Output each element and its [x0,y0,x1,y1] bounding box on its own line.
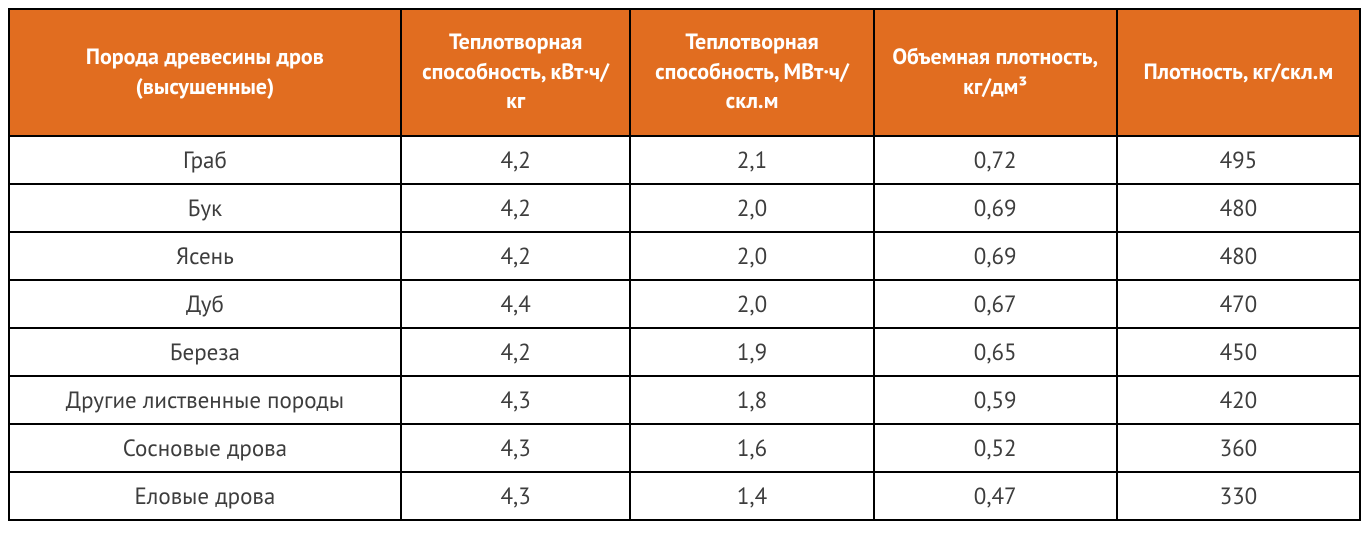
cell-calorific-kwh: 4,2 [401,184,631,232]
cell-wood-type: Дуб [9,280,401,328]
cell-calorific-kwh: 4,3 [401,424,631,472]
cell-volume-density: 0,59 [874,376,1117,424]
cell-calorific-kwh: 4,2 [401,136,631,184]
table-row: Дуб 4,4 2,0 0,67 470 [9,280,1360,328]
cell-wood-type: Другие лиственные породы [9,376,401,424]
cell-calorific-mwh: 2,0 [630,232,873,280]
cell-calorific-mwh: 1,8 [630,376,873,424]
col-header-calorific-kwh: Теплотворная способность, кВт·ч/кг [401,9,631,136]
cell-calorific-mwh: 1,9 [630,328,873,376]
cell-density: 420 [1117,376,1360,424]
table-row: Ясень 4,2 2,0 0,69 480 [9,232,1360,280]
cell-volume-density: 0,69 [874,184,1117,232]
wood-properties-table: Порода древесины дров (высушенные) Тепло… [8,8,1361,521]
cell-density: 330 [1117,472,1360,520]
cell-calorific-mwh: 2,0 [630,184,873,232]
cell-calorific-mwh: 1,4 [630,472,873,520]
cell-density: 480 [1117,232,1360,280]
table-row: Граб 4,2 2,1 0,72 495 [9,136,1360,184]
table-header: Порода древесины дров (высушенные) Тепло… [9,9,1360,136]
table-body: Граб 4,2 2,1 0,72 495 Бук 4,2 2,0 0,69 4… [9,136,1360,520]
cell-density: 360 [1117,424,1360,472]
cell-volume-density: 0,65 [874,328,1117,376]
cell-calorific-kwh: 4,3 [401,376,631,424]
col-header-density: Плотность, кг/скл.м [1117,9,1360,136]
cell-wood-type: Сосновые дрова [9,424,401,472]
cell-calorific-mwh: 1,6 [630,424,873,472]
header-row: Порода древесины дров (высушенные) Тепло… [9,9,1360,136]
cell-wood-type: Бук [9,184,401,232]
col-header-calorific-mwh: Теплотворная способность, МВт·ч/скл.м [630,9,873,136]
cell-calorific-kwh: 4,2 [401,232,631,280]
table-row: Сосновые дрова 4,3 1,6 0,52 360 [9,424,1360,472]
table-row: Другие лиственные породы 4,3 1,8 0,59 42… [9,376,1360,424]
cell-volume-density: 0,72 [874,136,1117,184]
cell-calorific-kwh: 4,3 [401,472,631,520]
cell-volume-density: 0,69 [874,232,1117,280]
table-row: Бук 4,2 2,0 0,69 480 [9,184,1360,232]
cell-calorific-kwh: 4,4 [401,280,631,328]
cell-calorific-mwh: 2,0 [630,280,873,328]
cell-volume-density: 0,52 [874,424,1117,472]
cell-calorific-kwh: 4,2 [401,328,631,376]
cell-wood-type: Граб [9,136,401,184]
table-row: Еловые дрова 4,3 1,4 0,47 330 [9,472,1360,520]
cell-density: 450 [1117,328,1360,376]
cell-wood-type: Еловые дрова [9,472,401,520]
cell-wood-type: Ясень [9,232,401,280]
cell-volume-density: 0,67 [874,280,1117,328]
cell-density: 495 [1117,136,1360,184]
cell-wood-type: Береза [9,328,401,376]
cell-density: 480 [1117,184,1360,232]
col-header-volume-density: Объемная плотность, кг/дм³ [874,9,1117,136]
cell-volume-density: 0,47 [874,472,1117,520]
col-header-wood-type: Порода древесины дров (высушенные) [9,9,401,136]
table-row: Береза 4,2 1,9 0,65 450 [9,328,1360,376]
cell-density: 470 [1117,280,1360,328]
cell-calorific-mwh: 2,1 [630,136,873,184]
